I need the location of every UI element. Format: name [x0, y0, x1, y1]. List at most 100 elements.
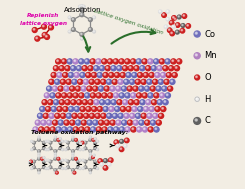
Circle shape: [56, 93, 61, 98]
Circle shape: [94, 166, 97, 169]
Circle shape: [109, 94, 110, 96]
Circle shape: [174, 18, 177, 21]
Circle shape: [96, 127, 101, 132]
Circle shape: [83, 5, 85, 8]
Circle shape: [77, 121, 78, 123]
Circle shape: [58, 120, 63, 125]
Circle shape: [45, 149, 47, 151]
Circle shape: [158, 101, 160, 102]
Circle shape: [98, 107, 102, 112]
Circle shape: [43, 142, 44, 143]
Circle shape: [107, 101, 108, 102]
Circle shape: [124, 144, 127, 148]
Circle shape: [73, 93, 78, 98]
Circle shape: [139, 74, 140, 75]
Circle shape: [87, 108, 88, 109]
Circle shape: [85, 80, 86, 82]
Circle shape: [194, 31, 200, 37]
Circle shape: [69, 128, 70, 130]
Circle shape: [143, 60, 145, 62]
Circle shape: [78, 113, 83, 118]
Circle shape: [152, 67, 154, 68]
Circle shape: [97, 168, 98, 169]
Circle shape: [137, 94, 139, 96]
Circle shape: [49, 147, 52, 150]
Circle shape: [97, 60, 99, 62]
Circle shape: [57, 107, 62, 112]
Circle shape: [120, 148, 122, 149]
Circle shape: [127, 74, 129, 75]
Circle shape: [105, 121, 107, 123]
Circle shape: [32, 28, 37, 33]
Circle shape: [159, 59, 164, 64]
Circle shape: [104, 74, 106, 75]
Circle shape: [137, 127, 142, 132]
Circle shape: [68, 127, 73, 132]
Circle shape: [162, 108, 163, 109]
Text: Replenish: Replenish: [27, 13, 59, 18]
Circle shape: [54, 155, 56, 157]
Circle shape: [67, 80, 69, 82]
Circle shape: [51, 107, 56, 112]
Circle shape: [86, 72, 91, 78]
Circle shape: [124, 145, 125, 146]
Circle shape: [71, 66, 76, 71]
Circle shape: [155, 107, 160, 112]
Circle shape: [93, 16, 96, 19]
Circle shape: [63, 107, 68, 112]
Circle shape: [84, 113, 89, 118]
Circle shape: [72, 158, 73, 159]
Circle shape: [59, 100, 64, 105]
Circle shape: [64, 86, 69, 91]
Circle shape: [172, 60, 173, 62]
Circle shape: [94, 121, 96, 123]
Circle shape: [39, 127, 44, 132]
Circle shape: [99, 87, 101, 89]
Circle shape: [195, 75, 200, 80]
Circle shape: [51, 94, 53, 96]
Circle shape: [153, 79, 158, 84]
Circle shape: [168, 28, 172, 33]
Circle shape: [194, 118, 201, 124]
Circle shape: [59, 141, 62, 144]
Circle shape: [92, 128, 93, 130]
Circle shape: [67, 161, 68, 162]
Circle shape: [82, 87, 84, 89]
Circle shape: [75, 74, 77, 75]
Circle shape: [57, 60, 58, 62]
Circle shape: [167, 74, 169, 75]
Circle shape: [158, 79, 163, 84]
Circle shape: [166, 10, 170, 13]
Circle shape: [59, 66, 64, 71]
Circle shape: [81, 86, 86, 91]
Circle shape: [73, 127, 78, 132]
Circle shape: [143, 94, 145, 96]
Text: Lattice oxygen oxidation: Lattice oxygen oxidation: [93, 9, 163, 36]
Circle shape: [103, 128, 105, 130]
Circle shape: [41, 158, 42, 159]
Circle shape: [51, 72, 56, 78]
Circle shape: [66, 67, 68, 68]
Circle shape: [33, 160, 35, 163]
Circle shape: [88, 66, 93, 71]
Circle shape: [136, 80, 138, 82]
Circle shape: [58, 108, 60, 109]
Circle shape: [60, 67, 62, 68]
Circle shape: [165, 80, 167, 82]
Circle shape: [138, 128, 139, 130]
Circle shape: [31, 140, 33, 142]
Circle shape: [108, 59, 113, 64]
Circle shape: [172, 25, 175, 29]
Circle shape: [119, 114, 121, 116]
Circle shape: [75, 157, 77, 160]
Circle shape: [110, 74, 111, 75]
Circle shape: [170, 31, 174, 36]
Circle shape: [52, 86, 58, 91]
Circle shape: [38, 172, 39, 173]
Circle shape: [54, 150, 57, 153]
Circle shape: [122, 108, 123, 109]
Circle shape: [54, 139, 57, 141]
Circle shape: [98, 86, 104, 91]
Circle shape: [81, 8, 82, 9]
Circle shape: [43, 101, 45, 102]
